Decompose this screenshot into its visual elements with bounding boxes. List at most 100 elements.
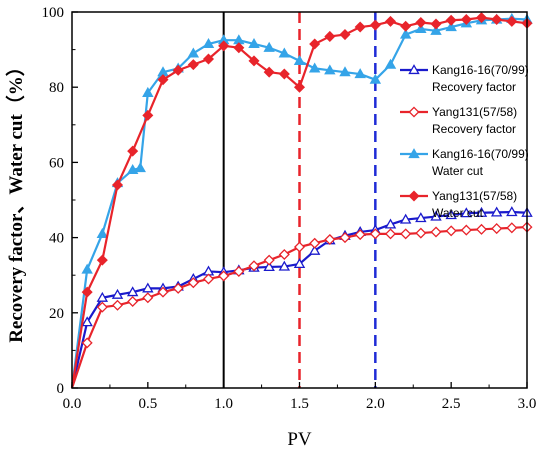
legend-item-3: Yang131(57/58) Water cut: [400, 189, 517, 220]
series-0-point-26: [460, 207, 473, 218]
series-2-point-23: [399, 28, 412, 39]
series-1-point-26: [460, 224, 472, 236]
series-1-point-5: [142, 292, 154, 304]
series-3-point-7: [172, 64, 184, 76]
series-3-point-6: [157, 74, 169, 86]
series-3-point-9: [202, 53, 215, 65]
series-3-point-22: [400, 20, 412, 32]
series-1-point-19: [354, 229, 366, 241]
series-1: [70, 221, 533, 389]
series-1-point-11: [233, 265, 245, 277]
legend-label-0-0: Kang16-16(70/99): [432, 63, 529, 77]
series-0-point-13: [263, 261, 275, 272]
y-tick-label-5: 100: [42, 5, 65, 21]
legend-swatch-marker-2: [408, 148, 420, 159]
legend-label-3-0: Yang131(57/58): [432, 189, 517, 203]
x-axis-title: PV: [287, 429, 312, 450]
legend-swatch-marker-0: [408, 64, 420, 75]
series-3-point-13: [263, 66, 275, 78]
legend-label-1-1: Recovery factor: [432, 122, 516, 136]
series-2: [70, 12, 533, 389]
series-1-point-16: [309, 237, 321, 249]
series-3-point-8: [187, 59, 199, 71]
series-layer: [70, 12, 533, 389]
series-3-point-11: [233, 42, 245, 54]
series-0-point-16: [308, 244, 321, 255]
legend-label-3-1: Water cut: [432, 206, 484, 220]
series-3-point-12: [248, 55, 260, 67]
series-1-point-18: [339, 232, 351, 244]
series-2-point-1: [81, 263, 93, 274]
axes: 0.0 0.5 1.0 1.5 2.0 2.5 3.0 0 20 40 60 80 100: [42, 5, 537, 412]
series-2-point-21: [369, 73, 382, 84]
series-2-point-2: [96, 227, 109, 238]
series-1-point-21: [384, 228, 397, 240]
series-3-point-4: [127, 145, 139, 157]
series-1-point-12: [248, 260, 260, 272]
series-2-point-24: [415, 23, 427, 34]
series-0-point-3: [111, 288, 124, 299]
series-0-point-15: [293, 258, 306, 269]
x-tick-label-3: 1.5: [290, 396, 309, 412]
series-0-point-2: [96, 291, 109, 302]
legend-label-1-0: Yang131(57/58): [432, 105, 517, 119]
series-1-point-23: [415, 227, 427, 239]
series-0-point-4: [126, 286, 139, 297]
series-3-point-1: [81, 286, 93, 298]
x-tick-label-2: 1.0: [214, 396, 233, 412]
x-tick-label-1: 0.5: [138, 396, 157, 412]
series-1-point-27: [475, 223, 488, 235]
series-3-point-17: [324, 30, 336, 42]
series-1-point-10: [218, 270, 230, 282]
series-2-point-26: [445, 21, 457, 32]
series-0-point-21: [384, 218, 397, 229]
y-tick-label-3: 60: [49, 155, 64, 171]
series-2-point-13: [248, 38, 260, 49]
series-3-point-14: [278, 68, 290, 80]
series-2-point-15: [278, 47, 291, 58]
series-1-point-17: [324, 233, 336, 245]
series-0-point-29: [506, 206, 518, 217]
legend-item-2: Kang16-16(70/99) Water cut: [400, 147, 529, 178]
y-tick-label-2: 40: [49, 231, 64, 247]
series-2-point-4: [126, 164, 139, 175]
series-1-point-24: [430, 226, 442, 238]
series-2-point-25: [430, 24, 442, 35]
series-0-point-14: [278, 260, 291, 271]
series-2-point-5: [134, 162, 146, 173]
legend-item-1: Yang131(57/58) Recovery factor: [400, 105, 517, 136]
series-1-point-28: [491, 223, 503, 235]
series-2-point-17: [308, 62, 321, 73]
legend-swatch-marker-3: [408, 190, 420, 202]
series-1-point-9: [202, 273, 215, 285]
series-1-point-8: [187, 277, 199, 289]
legend-label-2-1: Water cut: [432, 164, 484, 178]
series-1-point-29: [506, 222, 518, 234]
series-2-point-22: [384, 58, 397, 69]
legend-label-2-0: Kang16-16(70/99): [432, 147, 529, 161]
series-0-point-27: [475, 206, 488, 217]
series-1-point-13: [263, 254, 275, 266]
series-0-point-25: [445, 209, 457, 220]
series-3: [70, 12, 533, 389]
series-1-point-6: [157, 286, 169, 298]
series-1-point-22: [400, 228, 412, 240]
series-3-point-2: [96, 254, 108, 266]
series-3-point-16: [309, 38, 321, 50]
series-1-point-2: [96, 301, 108, 313]
series-2-point-19: [339, 66, 351, 77]
series-3-point-26: [460, 14, 472, 26]
series-1-point-7: [172, 282, 184, 294]
series-3-point-3: [111, 179, 124, 191]
series-2-point-20: [354, 68, 366, 79]
series-0-point-1: [81, 316, 93, 327]
series-3-point-15: [293, 81, 306, 93]
series-0-point-23: [415, 212, 427, 223]
series-3-point-21: [384, 15, 397, 27]
series-3-point-5: [142, 109, 154, 121]
series-0-point-28: [490, 206, 503, 217]
series-2-point-16: [293, 54, 306, 65]
y-axis-title: Recovery factor、Water cut（%）: [4, 57, 27, 343]
